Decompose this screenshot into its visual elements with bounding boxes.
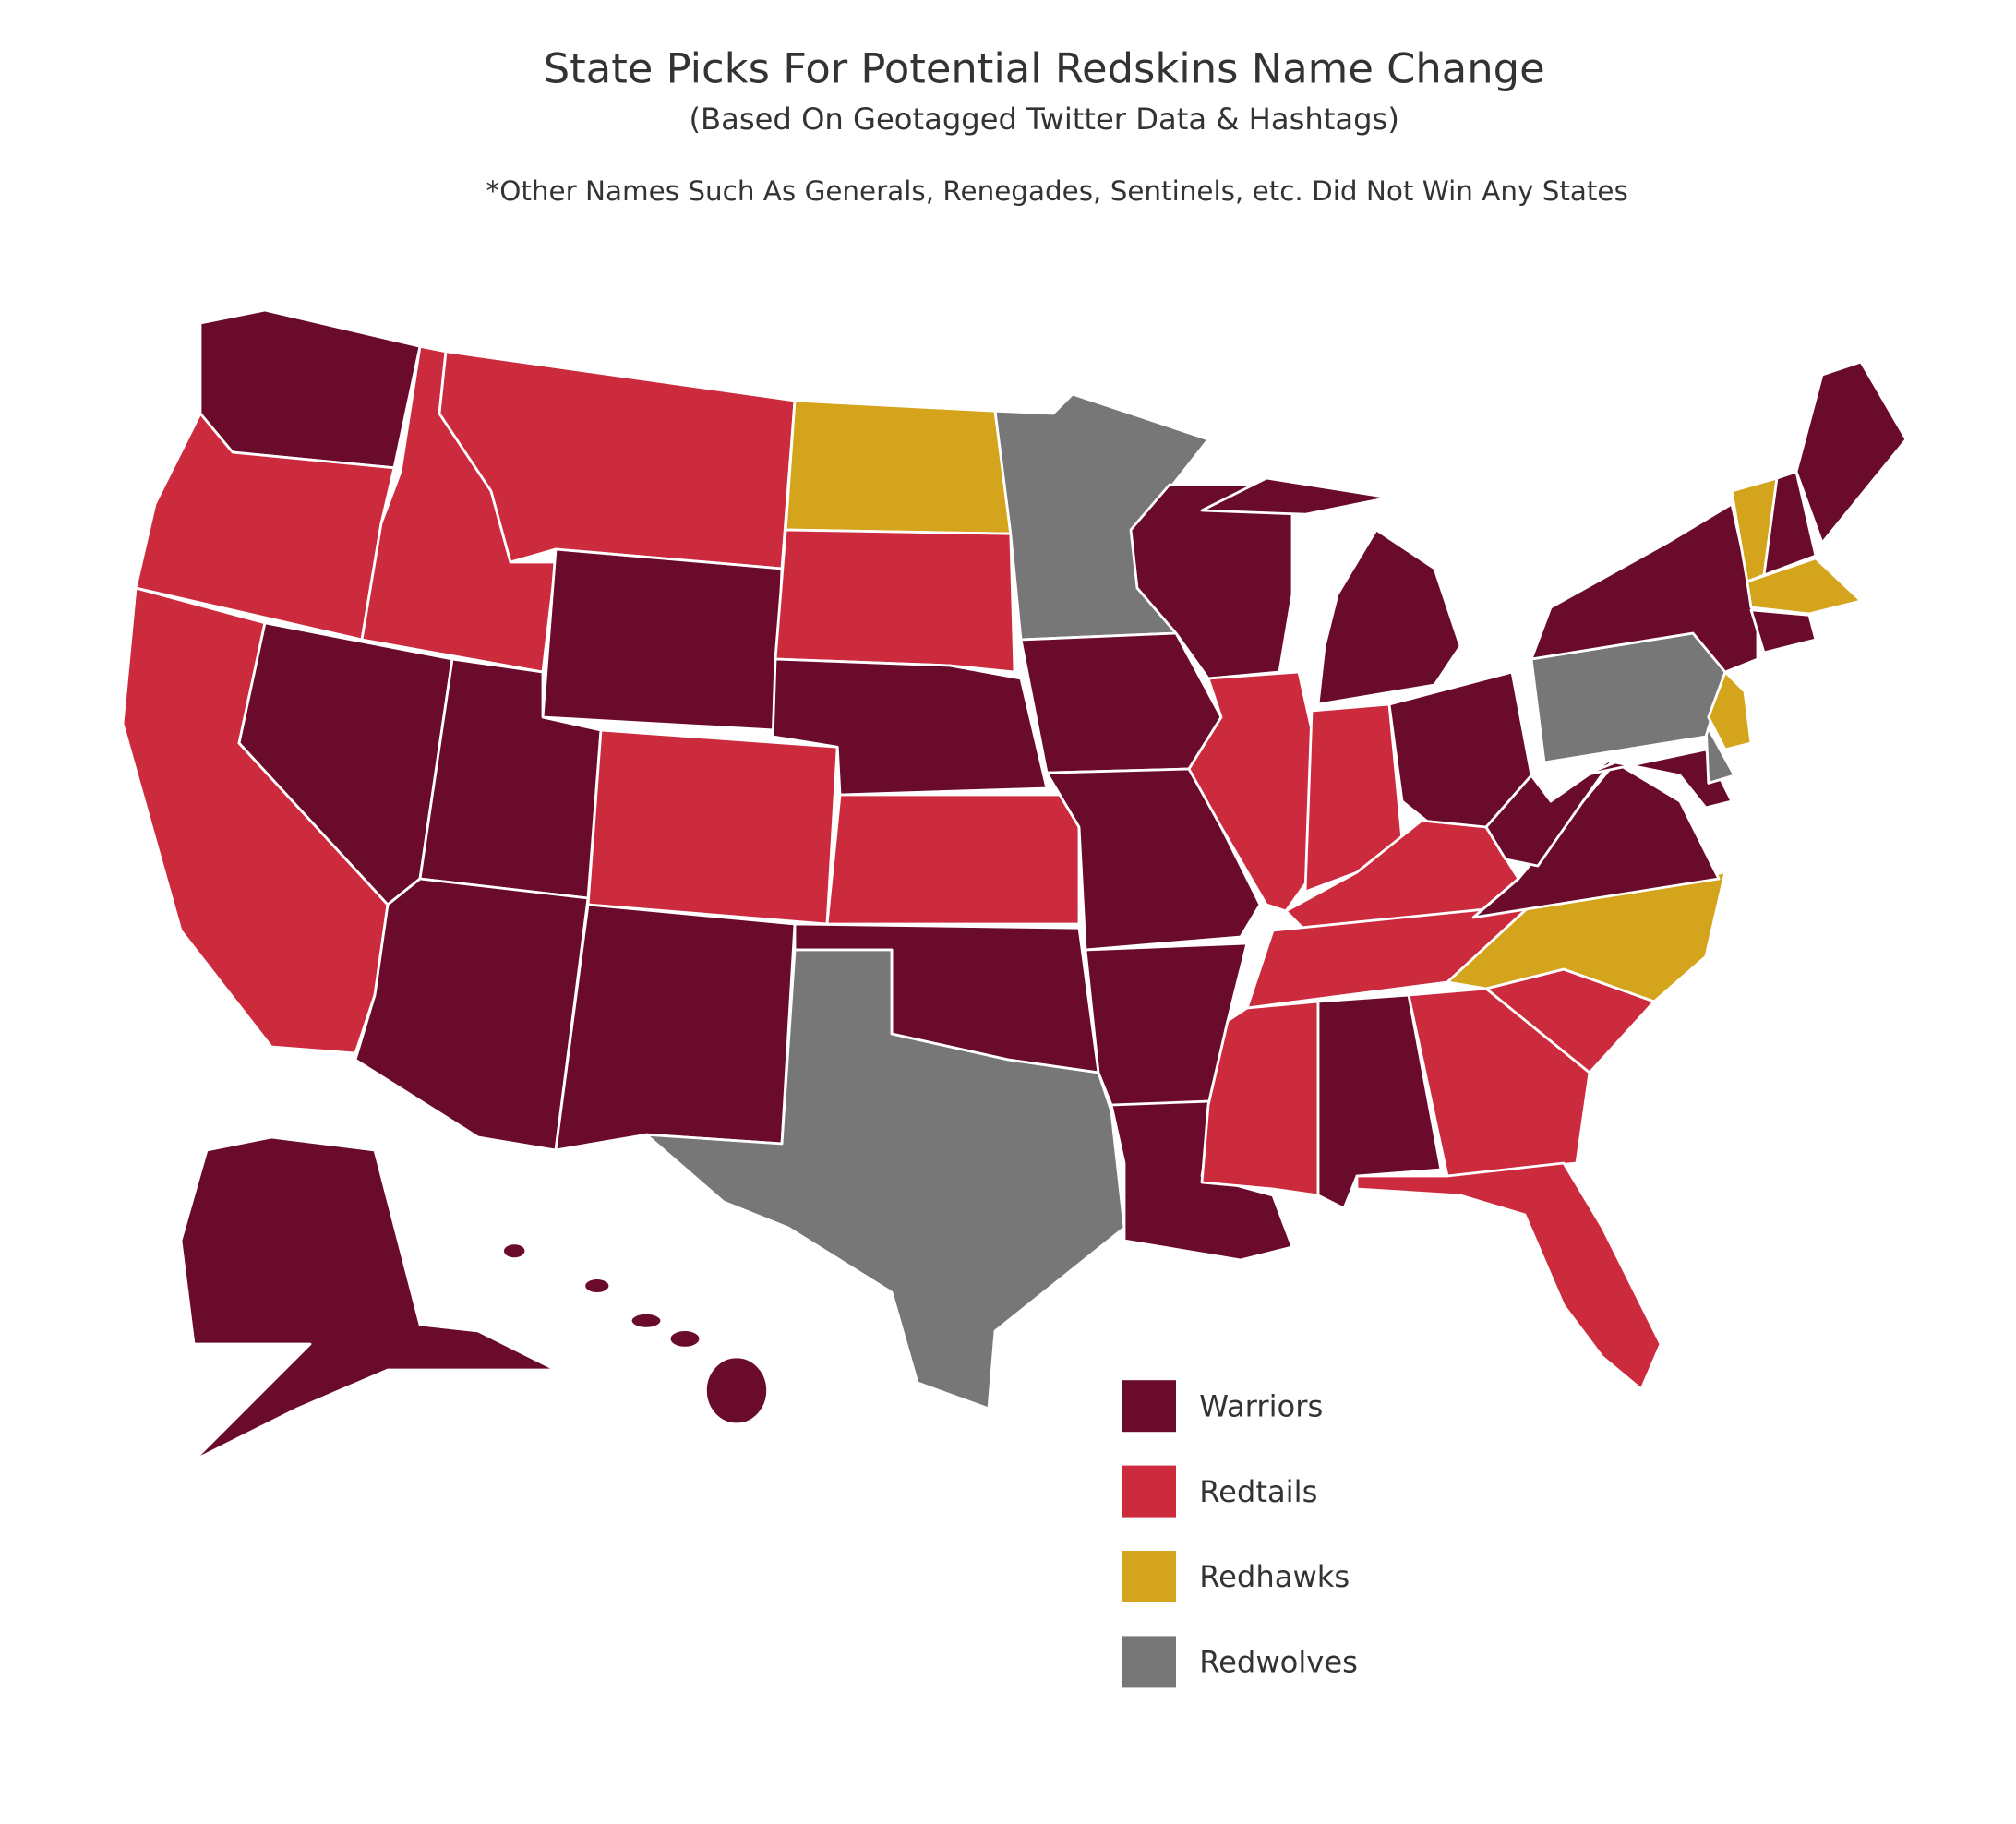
state <box>179 1135 558 1462</box>
state <box>1316 528 1462 706</box>
state <box>354 877 590 1152</box>
state <box>774 528 1016 674</box>
states <box>121 308 1908 1462</box>
title: State Picks For Potential Redskins Name … <box>544 44 1545 93</box>
state <box>629 1311 664 1330</box>
state <box>1200 476 1391 516</box>
legend-label: Redhawks <box>1199 1559 1350 1594</box>
state <box>1484 754 1617 868</box>
state <box>1762 470 1818 577</box>
state <box>554 903 797 1152</box>
note: *Other Names Such As Generals, Renegades… <box>486 175 1628 207</box>
legend-swatch <box>1122 1380 1176 1433</box>
legend-label: Warriors <box>1199 1388 1323 1423</box>
state <box>825 793 1081 926</box>
state <box>582 1277 612 1295</box>
state <box>586 728 839 926</box>
state <box>644 948 1126 1410</box>
state <box>784 399 1013 535</box>
state <box>1187 670 1320 913</box>
state <box>1355 1161 1662 1391</box>
state <box>198 308 422 470</box>
state <box>1749 608 1818 654</box>
legend-label: Redtails <box>1199 1474 1317 1509</box>
state <box>703 1355 769 1426</box>
state <box>1707 670 1753 751</box>
state <box>771 657 1049 797</box>
state <box>1129 483 1294 680</box>
scaled-layer: State Picks For Potential Redskins Name … <box>121 44 1908 1688</box>
state <box>1794 360 1908 545</box>
legend-swatch <box>1122 1636 1176 1688</box>
state <box>1530 502 1759 674</box>
legend-swatch <box>1122 1551 1176 1602</box>
state <box>541 547 784 732</box>
state <box>1407 987 1591 1178</box>
legend: Warriors Redtails Redhawks Redwolves <box>1122 1380 1358 1688</box>
legend-swatch <box>1122 1465 1176 1518</box>
state <box>501 1242 528 1260</box>
state <box>1704 722 1736 785</box>
state <box>1746 557 1863 616</box>
subtitle: (Based On Geotagged Twitter Data & Hasht… <box>689 102 1398 137</box>
state <box>667 1328 702 1350</box>
legend-label: Redwolves <box>1199 1645 1358 1680</box>
